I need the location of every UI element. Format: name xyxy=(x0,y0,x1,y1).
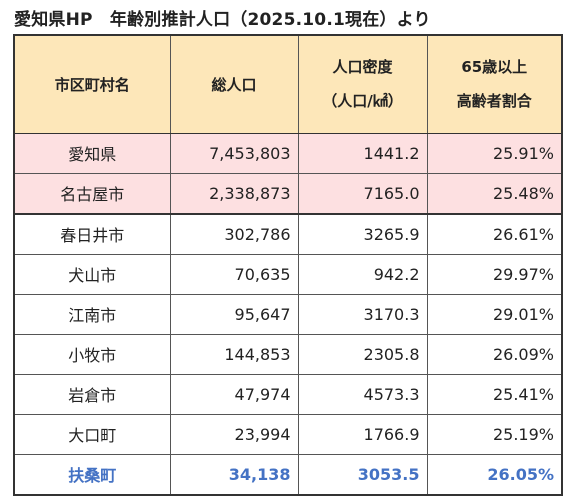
table-row: 大口町 23,994 1766.9 25.19% xyxy=(13,413,563,455)
table-row: 岩倉市 47,974 4573.3 25.41% xyxy=(13,373,563,415)
table-row: 愛知県 7,453,803 1441.2 25.91% xyxy=(13,132,563,174)
table-row: 江南市 95,647 3170.3 29.01% xyxy=(13,293,563,335)
population-cell: 34,138 xyxy=(169,453,299,495)
elderly-ratio-cell: 26.61% xyxy=(426,213,563,255)
density-cell: 2305.8 xyxy=(297,333,428,375)
density-cell: 3170.3 xyxy=(297,293,428,335)
municipality-cell: 江南市 xyxy=(13,293,171,335)
header-row: 市区町村名 総人口 人口密度 （人口/㎢） 65歳以上 高齢者割合 xyxy=(13,34,563,134)
municipality-cell: 名古屋市 xyxy=(13,172,171,215)
population-cell: 23,994 xyxy=(169,413,299,455)
density-cell: 4573.3 xyxy=(297,373,428,415)
header-density-line1: 人口密度 xyxy=(332,58,393,77)
header-density: 人口密度 （人口/㎢） xyxy=(297,34,428,134)
header-municipality: 市区町村名 xyxy=(13,34,171,134)
municipality-cell: 岩倉市 xyxy=(13,373,171,415)
table-row: 犬山市 70,635 942.2 29.97% xyxy=(13,253,563,295)
density-cell: 942.2 xyxy=(297,253,428,295)
municipality-cell: 春日井市 xyxy=(13,213,171,255)
elderly-ratio-cell: 29.97% xyxy=(426,253,563,295)
population-cell: 302,786 xyxy=(169,213,299,255)
table-row: 春日井市 302,786 3265.9 26.61% xyxy=(13,213,563,255)
municipality-cell: 扶桑町 xyxy=(13,453,171,495)
population-cell: 2,338,873 xyxy=(169,172,299,215)
municipality-cell: 小牧市 xyxy=(13,333,171,375)
header-total-population: 総人口 xyxy=(169,34,299,134)
elderly-ratio-cell: 26.09% xyxy=(426,333,563,375)
population-table: 市区町村名 総人口 人口密度 （人口/㎢） 65歳以上 高齢者割合 愛知県 7,… xyxy=(13,34,563,496)
table-row: 名古屋市 2,338,873 7165.0 25.48% xyxy=(13,172,563,215)
density-cell: 3265.9 xyxy=(297,213,428,255)
population-cell: 144,853 xyxy=(169,333,299,375)
elderly-ratio-cell: 29.01% xyxy=(426,293,563,335)
population-cell: 7,453,803 xyxy=(169,132,299,174)
table-row-highlighted: 扶桑町 34,138 3053.5 26.05% xyxy=(13,453,563,495)
page-title: 愛知県HP 年齢別推計人口（2025.10.1現在）より xyxy=(14,10,431,30)
population-cell: 70,635 xyxy=(169,253,299,295)
elderly-ratio-cell: 25.48% xyxy=(426,172,563,215)
header-density-line2: （人口/㎢） xyxy=(322,92,403,111)
header-elderly-ratio: 65歳以上 高齢者割合 xyxy=(426,34,563,134)
population-cell: 95,647 xyxy=(169,293,299,335)
density-cell: 1766.9 xyxy=(297,413,428,455)
municipality-cell: 大口町 xyxy=(13,413,171,455)
header-elderly-line2: 高齢者割合 xyxy=(456,92,532,111)
density-cell: 7165.0 xyxy=(297,172,428,215)
elderly-ratio-cell: 25.19% xyxy=(426,413,563,455)
municipality-cell: 愛知県 xyxy=(13,132,171,174)
population-cell: 47,974 xyxy=(169,373,299,415)
density-cell: 3053.5 xyxy=(297,453,428,495)
municipality-cell: 犬山市 xyxy=(13,253,171,295)
elderly-ratio-cell: 25.41% xyxy=(426,373,563,415)
elderly-ratio-cell: 26.05% xyxy=(426,453,563,495)
density-cell: 1441.2 xyxy=(297,132,428,174)
header-elderly-line1: 65歳以上 xyxy=(461,58,528,77)
table-row: 小牧市 144,853 2305.8 26.09% xyxy=(13,333,563,375)
elderly-ratio-cell: 25.91% xyxy=(426,132,563,174)
